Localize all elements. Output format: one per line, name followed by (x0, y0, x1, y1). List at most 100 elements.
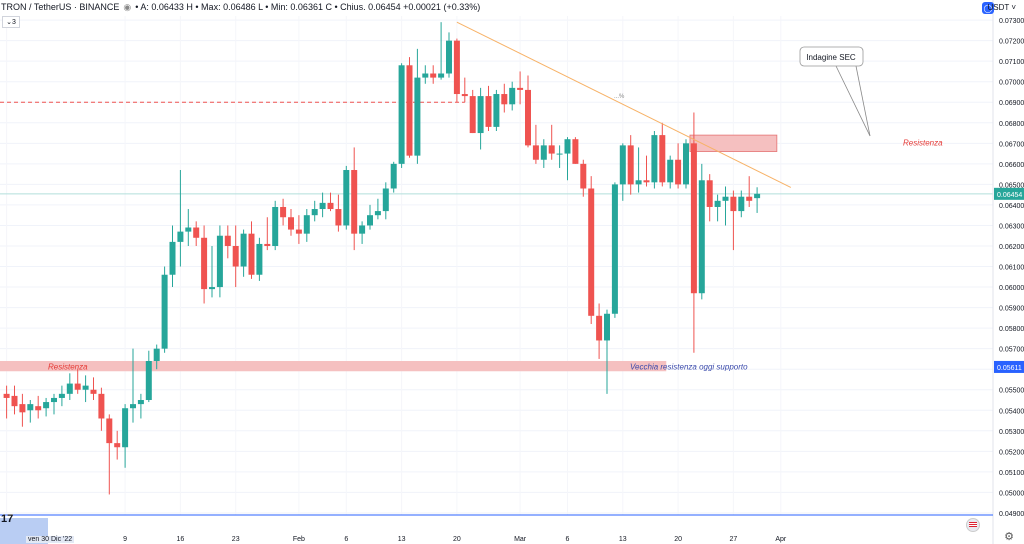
y-tick-label: 0.06300 (999, 223, 1024, 230)
resistance-new-label: Resistenza (903, 138, 943, 147)
x-tick-label: 20 (453, 536, 461, 543)
candle (374, 211, 381, 216)
y-tick-label: 0.05800 (999, 326, 1024, 333)
resistance-label: Resistenza (48, 363, 88, 372)
y-tick-label: 0.07200 (999, 39, 1024, 46)
y-tick-label: 0.06100 (999, 265, 1024, 272)
candle (311, 209, 318, 216)
gear-icon[interactable]: ⚙ (1004, 531, 1014, 543)
current-price-text: 0.06454 (997, 192, 1022, 199)
candle (611, 184, 618, 314)
candle (98, 393, 105, 419)
annotation-bands (0, 101, 993, 372)
candle (683, 143, 689, 185)
candle (51, 397, 57, 403)
candle (564, 139, 571, 154)
y-tick-label: 0.06800 (999, 121, 1024, 128)
candle (169, 241, 176, 275)
x-tick-label: 27 (730, 536, 738, 543)
candle (145, 360, 152, 401)
candle (548, 145, 555, 154)
candle (635, 180, 642, 185)
y-tick-label: 0.06900 (999, 100, 1024, 107)
selected-date-label: ven 30 Dic '22 (26, 536, 75, 543)
support-band (0, 360, 667, 372)
candle (651, 135, 658, 183)
candle (114, 443, 121, 448)
candle (382, 188, 389, 212)
candle (130, 404, 136, 409)
candle (288, 217, 294, 230)
ellipsis-label: ...% (614, 94, 625, 100)
candle (556, 153, 563, 155)
candle (430, 73, 437, 78)
candle (525, 89, 531, 146)
candle (303, 215, 310, 234)
x-tick-label: 16 (177, 536, 185, 543)
x-tick-label: 13 (398, 536, 406, 543)
y-tick-label: 0.06000 (999, 285, 1024, 292)
candle (224, 235, 231, 246)
candle (659, 135, 666, 183)
candle (248, 233, 255, 275)
price-axis: 0.07300 0.07200 0.07100 0.07000 0.06900 0.068… (992, 0, 1024, 544)
candle (746, 196, 753, 201)
candle (485, 96, 492, 127)
candle (406, 65, 413, 156)
currency-selector[interactable]: USDT ˅ (987, 3, 1016, 12)
candle (43, 402, 50, 409)
candle (619, 145, 626, 185)
candle (738, 196, 745, 212)
x-tick-label: 20 (674, 536, 682, 543)
candle-series (3, 22, 761, 495)
currency-icon[interactable]: ◯ (982, 2, 994, 14)
us-flag-icon[interactable] (966, 518, 980, 532)
candle (754, 193, 761, 199)
candle (532, 145, 539, 160)
candle (216, 235, 223, 288)
y-tick-label: 0.05100 (999, 470, 1024, 477)
callout-pointer (855, 65, 871, 137)
x-tick-label: Apr (775, 536, 787, 543)
candle (517, 87, 524, 90)
candle (19, 404, 26, 413)
candle (730, 196, 737, 212)
x-tick-label: 6 (344, 536, 348, 543)
candle (414, 77, 421, 156)
y-tick-label: 0.07100 (999, 59, 1024, 66)
candle (122, 408, 129, 448)
candle (398, 65, 405, 164)
candle (193, 227, 200, 238)
candle (367, 215, 373, 226)
candle (11, 395, 18, 407)
candle (319, 202, 326, 210)
y-tick-label: 0.04900 (999, 511, 1024, 518)
annotation-overlays: Resistenza Vecchia resistenza oggi suppor… (48, 21, 943, 372)
x-tick-label: Mar (514, 536, 527, 543)
candle (82, 385, 89, 390)
candle (627, 145, 634, 185)
eye-icon[interactable]: ◉ (123, 1, 132, 12)
candle (74, 383, 81, 390)
candle (58, 393, 65, 398)
interval-dropdown[interactable]: ⌄ 3 (2, 16, 20, 28)
candle (438, 73, 445, 78)
y-tick-label: 0.07300 (999, 18, 1024, 25)
candle (572, 139, 579, 164)
candle (722, 196, 729, 201)
y-tick-label: 0.05000 (999, 490, 1024, 497)
candle (461, 94, 468, 97)
candle (540, 145, 547, 160)
candle (27, 404, 34, 411)
candle (256, 243, 263, 275)
candle (390, 163, 397, 189)
candle (295, 229, 302, 234)
chart-header: TRON / TetherUS · BINANCE ◉ • A: 0.06433… (0, 0, 480, 14)
candle (240, 233, 247, 267)
symbol-title[interactable]: TRON / TetherUS · BINANCE (1, 2, 120, 12)
x-tick-label: 6 (566, 536, 570, 543)
ohlc-values: • A: 0.06433 H • Max: 0.06486 L • Min: 0… (135, 2, 481, 12)
candle (232, 245, 239, 267)
trendline (456, 21, 792, 188)
